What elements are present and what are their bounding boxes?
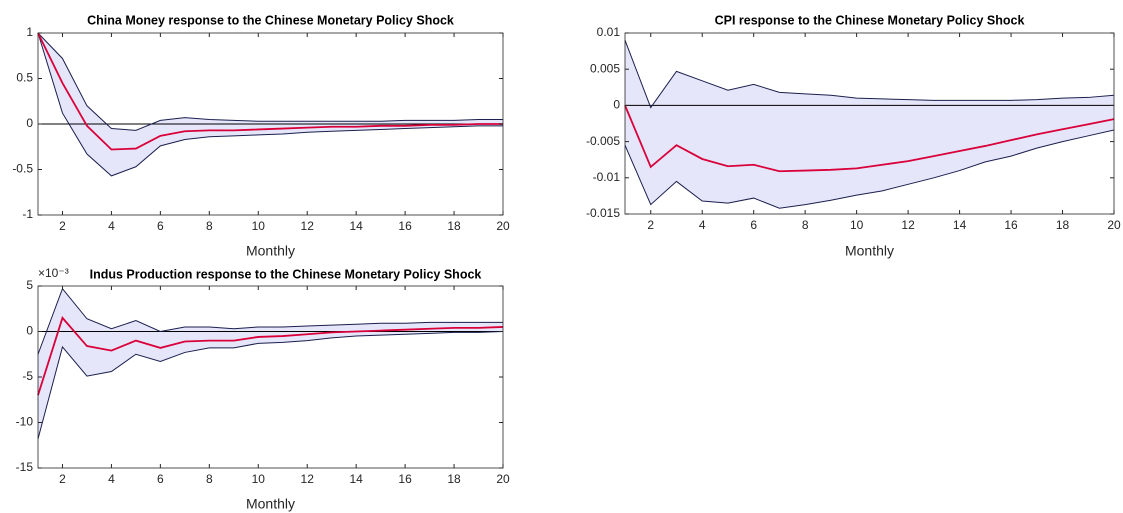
confidence-band <box>38 33 503 176</box>
x-tick-label: 6 <box>157 472 164 486</box>
x-tick-label: 12 <box>301 472 315 486</box>
band-line <box>37 32 503 177</box>
y-tick-label: -1 <box>22 207 33 221</box>
x-axis-label: Monthly <box>845 243 894 259</box>
x-tick-label: 4 <box>108 219 115 233</box>
axes-box <box>37 285 504 469</box>
x-tick-label: 12 <box>301 219 315 233</box>
x-axis-label: Monthly <box>246 243 295 259</box>
x-tick-label: 18 <box>1056 218 1070 232</box>
band-line <box>624 129 1115 209</box>
confidence-band <box>625 40 1114 209</box>
x-tick-label: 18 <box>447 219 461 233</box>
y-tick-label: 5 <box>26 278 33 292</box>
x-tick-label: 14 <box>349 219 363 233</box>
y-tick-label: -15 <box>16 460 34 474</box>
x-tick-label: 14 <box>953 218 967 232</box>
band-line <box>624 40 1115 109</box>
x-tick-label: 6 <box>157 219 164 233</box>
x-tick-label: 20 <box>1107 218 1121 232</box>
y-tick-label: -0.01 <box>593 170 621 184</box>
x-tick-label: 16 <box>398 219 412 233</box>
band-line <box>37 32 503 131</box>
x-tick-label: 16 <box>398 472 412 486</box>
x-tick-label: 16 <box>1004 218 1018 232</box>
x-tick-label: 8 <box>206 472 213 486</box>
y-tick-label: 0.01 <box>597 25 621 39</box>
y-tick-label: 0.005 <box>590 61 620 75</box>
y-tick-label: -0.015 <box>586 206 620 220</box>
x-tick-label: 6 <box>750 218 757 232</box>
y-tick-label: -0.005 <box>586 134 620 148</box>
confidence-band <box>38 288 503 439</box>
chart-title: Indus Production response to the Chinese… <box>90 267 482 281</box>
x-tick-label: 20 <box>496 472 510 486</box>
x-tick-label: 10 <box>252 472 266 486</box>
y-tick-label: -0.5 <box>12 162 33 176</box>
band-line <box>37 287 503 355</box>
y-tick-label: -5 <box>22 369 33 383</box>
x-tick-label: 2 <box>59 219 66 233</box>
x-tick-label: 4 <box>699 218 706 232</box>
x-tick-label: 18 <box>447 472 461 486</box>
x-tick-label: 12 <box>901 218 915 232</box>
x-tick-label: 8 <box>802 218 809 232</box>
y-tick-label: 0.5 <box>16 71 33 85</box>
x-tick-label: 4 <box>108 472 115 486</box>
x-tick-label: 10 <box>252 219 266 233</box>
x-tick-label: 20 <box>496 219 510 233</box>
x-tick-label: 14 <box>349 472 363 486</box>
chart-title: CPI response to the Chinese Monetary Pol… <box>715 13 1025 27</box>
axes-box <box>624 32 1115 215</box>
y-exponent-label: ×10⁻³ <box>38 266 69 280</box>
y-tick-label: 0 <box>613 98 620 112</box>
y-tick-label: 1 <box>26 25 33 39</box>
band-line <box>37 331 504 440</box>
x-tick-label: 2 <box>647 218 654 232</box>
chart-title: China Money response to the Chinese Mone… <box>87 13 454 27</box>
response-line <box>624 105 1115 173</box>
y-tick-label: -10 <box>16 415 34 429</box>
x-tick-label: 10 <box>850 218 864 232</box>
y-tick-label: 0 <box>26 116 33 130</box>
y-tick-label: 0 <box>26 324 33 338</box>
x-axis-label: Monthly <box>246 496 295 512</box>
response-line <box>37 32 503 151</box>
response-line <box>37 316 504 396</box>
x-tick-label: 2 <box>59 472 66 486</box>
x-tick-label: 8 <box>206 219 213 233</box>
